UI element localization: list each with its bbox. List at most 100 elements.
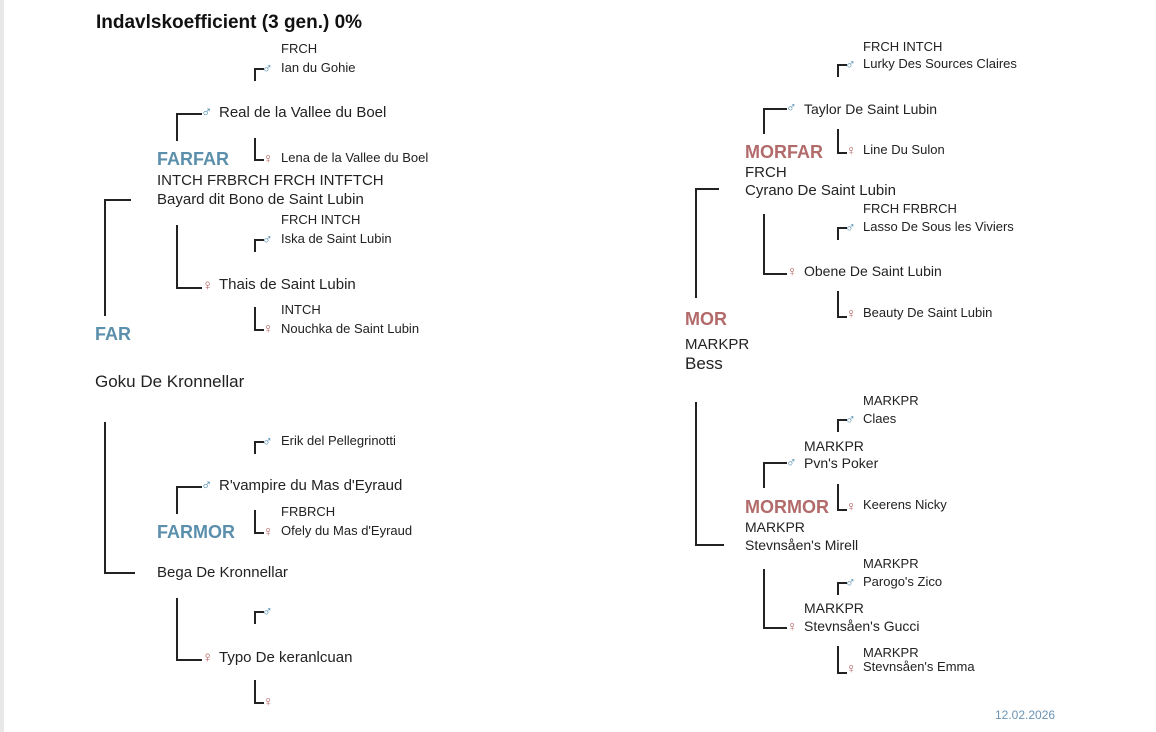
mormor-mother-titles: MARKPR	[804, 600, 864, 616]
mormor-father-name[interactable]: Pvn's Poker	[804, 455, 879, 471]
male-symbol-icon: ♂	[845, 56, 856, 72]
mor-role-label: MOR	[685, 309, 727, 329]
morfar-mother-father-name[interactable]: Lasso De Sous les Viviers	[863, 219, 1014, 234]
farfar-mother-line	[176, 225, 202, 289]
farfar-mother-father-name[interactable]: Iska de Saint Lubin	[281, 231, 392, 246]
farmor-role-label: FARMOR	[157, 522, 235, 542]
mormor-mother-line	[763, 569, 787, 629]
female-symbol-icon: ♀	[846, 660, 857, 676]
mormor-father-father-titles: MARKPR	[863, 393, 919, 408]
page-edge	[0, 0, 4, 732]
morfar-mother-line	[763, 214, 787, 275]
morfar-father-mother-line	[837, 129, 847, 154]
farmor-connector-line	[104, 422, 135, 574]
morfar-father-father-name[interactable]: Lurky Des Sources Claires	[863, 56, 1017, 71]
farmor-mother-name[interactable]: Typo De keranlcuan	[219, 649, 353, 666]
morfar-father-father-titles: FRCH INTCH	[863, 39, 943, 54]
female-symbol-icon: ♀	[263, 320, 274, 336]
mormor-mother-father-titles: MARKPR	[863, 556, 919, 571]
morfar-mother-mother-line	[837, 291, 847, 318]
morfar-connector-line	[695, 188, 719, 298]
farfar-mother-mother-name[interactable]: Nouchka de Saint Lubin	[281, 321, 420, 336]
farfar-mother-father-line	[254, 239, 264, 252]
male-symbol-icon: ♂	[262, 60, 273, 76]
female-symbol-icon: ♀	[787, 618, 798, 634]
print-date: 12.02.2026	[995, 708, 1056, 722]
mor-name[interactable]: Bess	[685, 354, 723, 373]
far-connector-line	[104, 199, 131, 316]
mormor-father-mother-line	[837, 484, 847, 511]
male-symbol-icon: ♂	[262, 603, 273, 619]
female-symbol-icon: ♀	[846, 142, 857, 158]
morfar-mother-mother-name[interactable]: Beauty De Saint Lubin	[863, 305, 993, 320]
farmor-father-mother-name[interactable]: Ofely du Mas d'Eyraud	[281, 523, 413, 538]
farfar-mother-mother-titles: INTCH	[281, 302, 321, 317]
morfar-mother-father-line	[837, 227, 847, 240]
mormor-father-mother-name[interactable]: Keerens Nicky	[863, 497, 947, 512]
farmor-father-mother-titles: FRBRCH	[281, 504, 336, 519]
female-symbol-icon: ♀	[846, 305, 857, 321]
male-symbol-icon: ♂	[845, 411, 856, 427]
farfar-father-mother-line	[254, 138, 264, 161]
farfar-father-father-line	[254, 68, 264, 81]
mormor-mother-father-name[interactable]: Parogo's Zico	[863, 574, 943, 589]
farmor-mother-mother-line	[254, 680, 264, 704]
farmor-mother-father-line	[254, 611, 264, 624]
farfar-name[interactable]: Bayard dit Bono de Saint Lubin	[157, 191, 364, 208]
farmor-father-line	[176, 486, 202, 514]
farmor-father-father-name[interactable]: Erik del Pellegrinotti	[281, 433, 396, 448]
morfar-mother-father-titles: FRCH FRBRCH	[863, 201, 957, 216]
male-symbol-icon: ♂	[262, 433, 273, 449]
mormor-name[interactable]: Stevnsåen's Mirell	[745, 537, 859, 553]
mormor-father-line	[763, 462, 787, 488]
morfar-name[interactable]: Cyrano De Saint Lubin	[745, 182, 896, 199]
farfar-father-father-name[interactable]: Ian du Gohie	[281, 60, 356, 75]
subject-name[interactable]: Goku De Kronnellar	[95, 372, 245, 391]
male-symbol-icon: ♂	[786, 99, 797, 115]
male-symbol-icon: ♂	[786, 454, 797, 470]
mormor-mother-mother-name[interactable]: Stevnsåen's Emma	[863, 659, 975, 674]
female-symbol-icon: ♀	[846, 498, 857, 514]
farfar-father-mother-name[interactable]: Lena de la Vallee du Boel	[281, 150, 429, 165]
mormor-father-titles: MARKPR	[804, 438, 864, 454]
morfar-role-label: MORFAR	[745, 142, 823, 162]
male-symbol-icon: ♂	[845, 219, 856, 235]
far-role-label: FAR	[95, 324, 131, 344]
mormor-mother-mother-titles: MARKPR	[863, 645, 919, 660]
male-symbol-icon: ♂	[845, 574, 856, 590]
mormor-mother-name[interactable]: Stevnsåen's Gucci	[804, 618, 920, 634]
farmor-name[interactable]: Bega De Kronnellar	[157, 564, 288, 581]
farfar-role-label: FARFAR	[157, 149, 229, 169]
farmor-mother-line	[176, 598, 202, 661]
mormor-father-father-name[interactable]: Claes	[863, 411, 897, 426]
farfar-father-name[interactable]: Real de la Vallee du Boel	[219, 104, 387, 121]
farfar-mother-father-titles: FRCH INTCH	[281, 212, 361, 227]
female-symbol-icon: ♀	[263, 693, 274, 709]
male-symbol-icon: ♂	[201, 104, 213, 121]
farmor-father-name[interactable]: R'vampire du Mas d'Eyraud	[219, 477, 403, 494]
mormor-connector-line	[695, 402, 724, 546]
farmor-father-father-line	[254, 441, 264, 454]
female-symbol-icon: ♀	[263, 150, 274, 166]
female-symbol-icon: ♀	[202, 649, 214, 666]
morfar-father-father-line	[837, 64, 847, 77]
morfar-father-name[interactable]: Taylor De Saint Lubin	[804, 101, 938, 117]
farfar-father-line	[176, 113, 202, 141]
morfar-mother-name[interactable]: Obene De Saint Lubin	[804, 263, 942, 279]
morfar-titles: FRCH	[745, 164, 787, 181]
farfar-father-father-titles: FRCH	[281, 41, 318, 56]
mormor-titles: MARKPR	[745, 519, 805, 535]
morfar-father-mother-name[interactable]: Line Du Sulon	[863, 142, 945, 157]
male-symbol-icon: ♂	[201, 477, 213, 494]
mormor-father-father-line	[837, 419, 847, 432]
female-symbol-icon: ♀	[787, 263, 798, 279]
inbreeding-coefficient-title: Indavlskoefficient (3 gen.) 0%	[96, 12, 363, 33]
farmor-father-mother-line	[254, 510, 264, 534]
female-symbol-icon: ♀	[202, 277, 214, 294]
farfar-mother-name[interactable]: Thais de Saint Lubin	[219, 276, 356, 293]
farfar-titles: INTCH FRBRCH FRCH INTFTCH	[157, 172, 384, 189]
farfar-mother-mother-line	[254, 307, 264, 331]
male-symbol-icon: ♂	[262, 231, 273, 247]
female-symbol-icon: ♀	[263, 523, 274, 539]
